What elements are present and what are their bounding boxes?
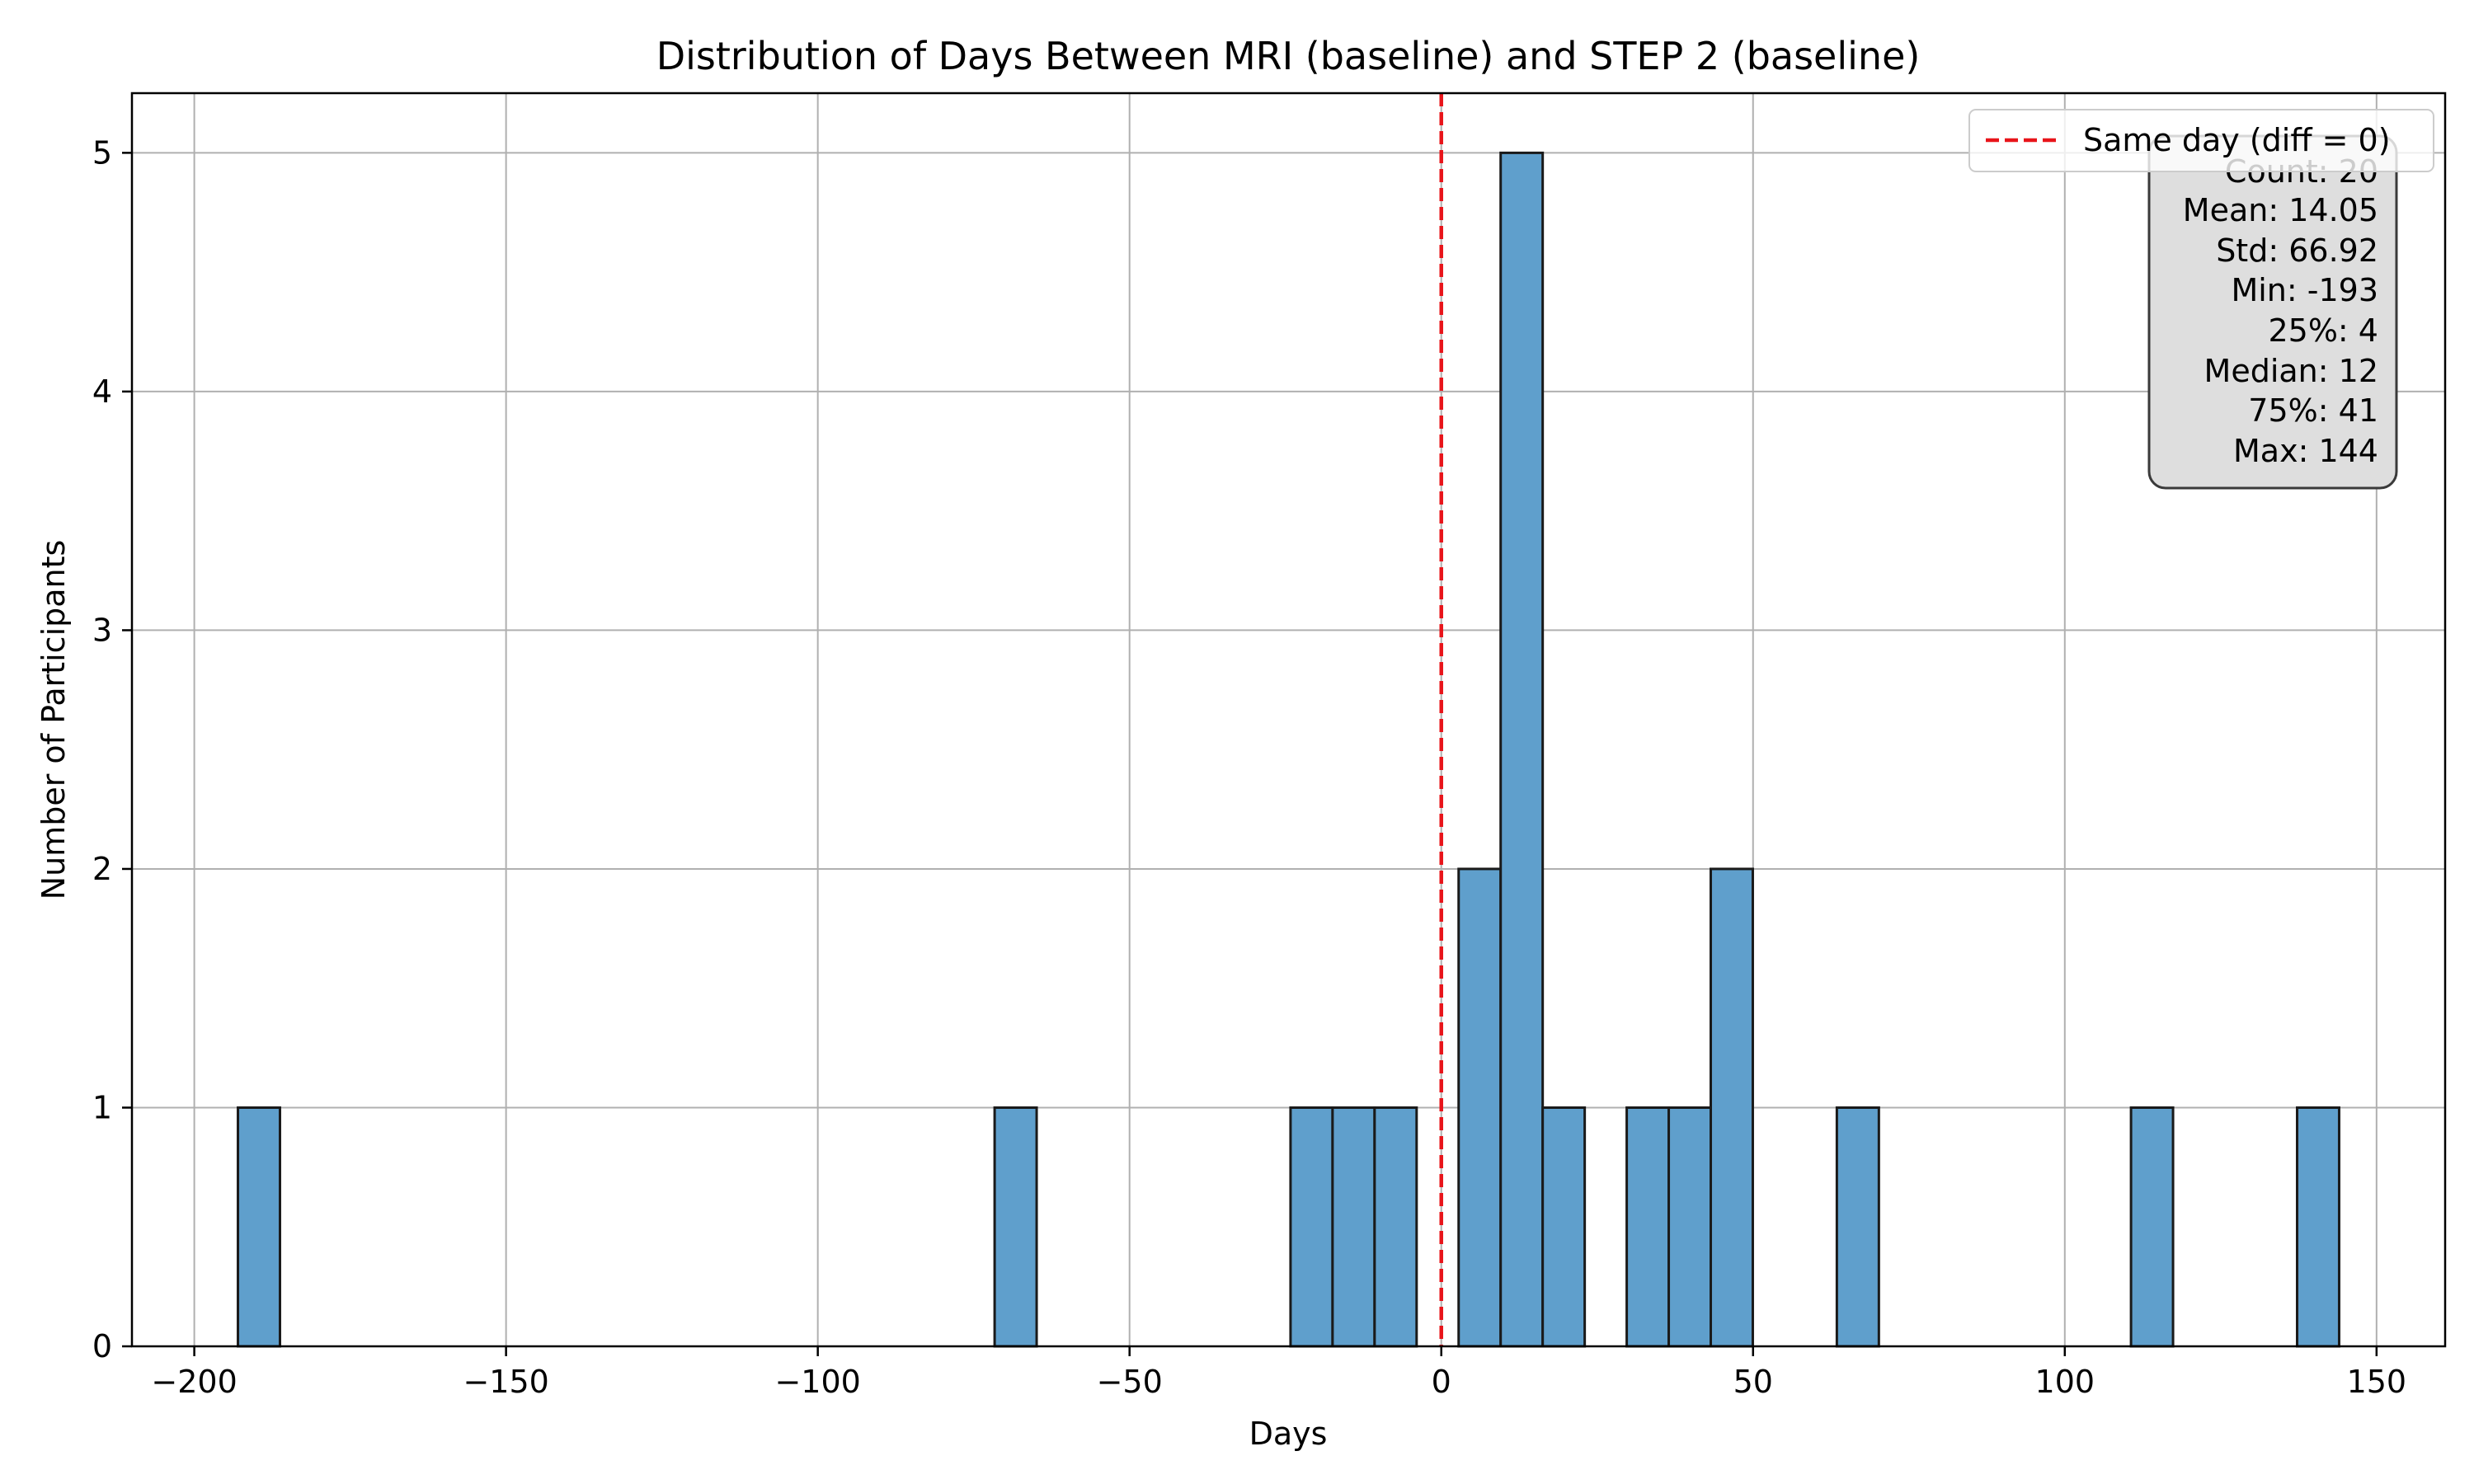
histogram-bars: [237, 151, 2340, 1348]
stats-line: Min: -193: [2231, 272, 2378, 308]
y-tick-label: 5: [92, 134, 112, 171]
y-tick-label: 3: [92, 612, 112, 648]
histogram-bar: [1625, 1106, 1671, 1348]
chart-title: Distribution of Days Between MRI (baseli…: [656, 34, 1921, 78]
histogram-bar: [1710, 867, 1754, 1348]
x-tick-label: 150: [2347, 1364, 2407, 1400]
histogram-bar: [1835, 1106, 1880, 1348]
stats-line: 25%: 4: [2268, 312, 2378, 349]
x-axis-label: Days: [1249, 1416, 1328, 1452]
histogram-bar: [1457, 867, 1503, 1348]
histogram-bar: [1289, 1106, 1334, 1348]
histogram-bar: [1541, 1106, 1587, 1348]
histogram-bar: [1373, 1106, 1418, 1348]
histogram-bar: [1667, 1106, 1713, 1348]
y-axis-ticks: 0 1 2 3 4 5: [92, 134, 132, 1364]
histogram-bar: [2129, 1106, 2175, 1348]
legend-entry: Same day (diff = 0): [2083, 122, 2391, 158]
stats-line: Mean: 14.05: [2183, 192, 2378, 228]
x-tick-label: −200: [151, 1364, 237, 1400]
stats-line: Max: 144: [2233, 433, 2378, 469]
histogram-bar: [1331, 1106, 1376, 1348]
x-tick-label: 0: [1432, 1364, 1451, 1400]
stats-line: Std: 66.92: [2216, 232, 2378, 269]
y-tick-label: 4: [92, 373, 112, 410]
stats-box: Count: 20 Mean: 14.05 Std: 66.92 Min: -1…: [2147, 134, 2398, 490]
x-tick-label: −150: [463, 1364, 548, 1400]
x-tick-label: −100: [774, 1364, 860, 1400]
histogram-bar: [1499, 151, 1545, 1348]
y-tick-label: 0: [92, 1328, 112, 1364]
legend: Same day (diff = 0): [1968, 109, 2434, 172]
histogram-bar: [237, 1106, 281, 1348]
x-tick-label: 50: [1733, 1364, 1773, 1400]
y-axis-label: Number of Participants: [35, 540, 72, 900]
histogram-bar: [2296, 1106, 2340, 1348]
histogram-bar: [993, 1106, 1038, 1348]
plot-frame: [130, 92, 2447, 1348]
stats-line: Median: 12: [2204, 353, 2378, 389]
legend-box: [1968, 109, 2434, 172]
grid-lines: [132, 93, 2445, 1347]
x-tick-label: 100: [2035, 1364, 2095, 1400]
y-tick-label: 2: [92, 851, 112, 887]
stats-line: 75%: 41: [2248, 392, 2378, 429]
x-tick-label: −50: [1097, 1364, 1163, 1400]
x-axis-ticks: −200 −150 −100 −50 0 50 100 150: [151, 1346, 2406, 1400]
y-tick-label: 1: [92, 1089, 112, 1125]
